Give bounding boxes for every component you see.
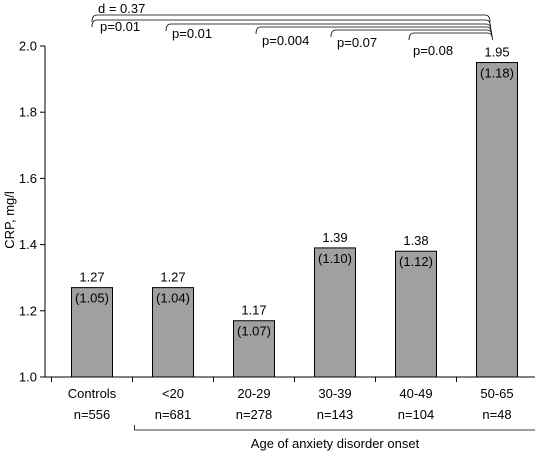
comparison-label: p=0.07 [337,35,377,50]
comparison-label: p=0.08 [413,43,453,58]
comparison-bracket [91,14,491,23]
comparison-label: p=0.01 [172,26,212,41]
bar [233,320,275,378]
bar-sd-label: (1.07) [237,324,271,339]
y-tick-label: 1.2 [19,303,37,318]
bar-sd-label: (1.04) [156,291,190,306]
comparison-label: p=0.004 [262,33,309,48]
sample-size-label: n=278 [236,407,273,422]
sample-size-label: n=143 [317,407,354,422]
bar-sd-label: (1.12) [399,254,433,269]
bar-value-label: 1.17 [241,303,266,318]
onset-group-bracket [134,425,535,431]
x-tick-label: 50-65 [480,386,513,401]
comparison-bracket [408,32,493,41]
bar-value-label: 1.27 [160,270,185,285]
sample-size-labels: n=556 n=681 n=278 n=143 n=104 n=48 [74,407,512,422]
bar-value-label: 1.95 [484,45,509,60]
bar-sd-label: (1.10) [318,251,352,266]
x-tick-label: 40-49 [399,386,432,401]
sample-size-label: n=48 [482,407,511,422]
x-tick-labels: Controls <20 20-29 30-39 40-49 50-65 [45,376,535,401]
sample-size-label: n=556 [74,407,111,422]
bar [476,62,518,378]
y-tick-label: 1.4 [19,237,37,252]
comparison-label: p=0.01 [100,19,140,34]
comparison-bracket [165,23,492,32]
bar-value-label: 1.39 [322,230,347,245]
bar [152,287,194,378]
y-tick-label: 1.8 [19,105,37,120]
x-tick-label: <20 [162,386,184,401]
comparison-brackets: d = 0.37 p=0.01 p=0.01 p=0.004 p=0.07 p=0.08 [91,1,493,58]
bar-sd-label: (1.05) [75,291,109,306]
sample-size-label: n=104 [398,407,435,422]
comparison-bracket [255,26,492,35]
y-tick-label: 1.6 [19,171,37,186]
bar [314,247,356,378]
bar-value-label: 1.27 [79,270,104,285]
x-tick-label: Controls [68,386,117,401]
comparison-bracket [91,19,491,28]
y-axis-label: CRP, mg/l [2,191,17,249]
x-tick-label: 20-29 [237,386,270,401]
y-tick-label: 2.0 [19,39,37,54]
x-axis-label: Age of anxiety disorder onset [251,436,420,451]
x-tick-label: 30-39 [318,386,351,401]
comparison-bracket [330,29,493,38]
comparison-label: d = 0.37 [98,1,145,16]
y-axis: 1.0 1.2 1.4 1.6 1.8 2.0 [19,39,46,385]
sample-size-label: n=681 [155,407,192,422]
bar [395,250,437,378]
bar-value-label: 1.38 [403,233,428,248]
bars [71,62,518,378]
bar-sd-label: (1.18) [480,66,514,81]
bar-labels: 1.27 (1.05) 1.27 (1.04) 1.17 (1.07) 1.39 (1.10)… [75,45,514,339]
y-tick-label: 1.0 [19,370,37,385]
